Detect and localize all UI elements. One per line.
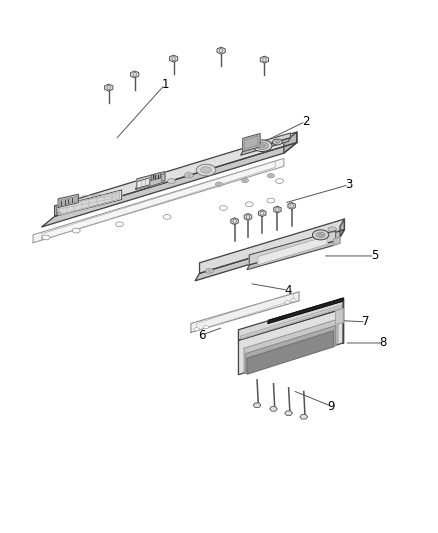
Ellipse shape [59, 213, 62, 214]
Polygon shape [238, 309, 343, 375]
Polygon shape [59, 191, 120, 215]
Ellipse shape [245, 202, 253, 207]
Ellipse shape [95, 200, 101, 205]
Ellipse shape [203, 326, 208, 329]
Ellipse shape [57, 212, 64, 215]
Polygon shape [238, 298, 343, 341]
Ellipse shape [291, 298, 296, 302]
Ellipse shape [253, 140, 272, 151]
Polygon shape [274, 206, 281, 213]
Polygon shape [258, 236, 327, 265]
Polygon shape [55, 132, 297, 216]
Ellipse shape [276, 179, 283, 183]
Polygon shape [200, 219, 344, 273]
Polygon shape [195, 230, 344, 281]
Polygon shape [150, 176, 162, 187]
Ellipse shape [208, 270, 211, 272]
Polygon shape [253, 403, 261, 408]
Polygon shape [268, 298, 343, 324]
Polygon shape [58, 194, 78, 207]
Polygon shape [288, 203, 295, 209]
Ellipse shape [60, 207, 67, 212]
Ellipse shape [275, 141, 279, 143]
Polygon shape [191, 292, 299, 333]
Text: 4: 4 [284, 284, 292, 297]
Ellipse shape [241, 179, 248, 183]
Polygon shape [33, 158, 284, 243]
Text: 1: 1 [161, 78, 169, 91]
Ellipse shape [256, 142, 268, 149]
Ellipse shape [259, 144, 265, 148]
Ellipse shape [272, 139, 282, 145]
Polygon shape [152, 174, 165, 184]
Polygon shape [246, 326, 336, 374]
Ellipse shape [163, 215, 171, 219]
Ellipse shape [201, 167, 212, 173]
Polygon shape [231, 217, 238, 224]
Polygon shape [137, 175, 161, 189]
Polygon shape [240, 138, 290, 155]
Polygon shape [340, 219, 344, 237]
Text: 7: 7 [362, 316, 370, 328]
Text: 3: 3 [345, 178, 353, 191]
Ellipse shape [312, 230, 329, 240]
Polygon shape [247, 241, 336, 270]
Ellipse shape [269, 175, 272, 177]
Text: 9: 9 [328, 400, 335, 413]
Text: 5: 5 [371, 249, 378, 262]
Polygon shape [243, 133, 290, 151]
Ellipse shape [196, 164, 216, 176]
Ellipse shape [268, 174, 274, 178]
Ellipse shape [184, 173, 193, 178]
Ellipse shape [318, 233, 323, 236]
Polygon shape [131, 71, 139, 78]
Polygon shape [258, 210, 266, 216]
Polygon shape [240, 305, 341, 339]
Text: 2: 2 [302, 115, 309, 128]
Ellipse shape [267, 198, 275, 203]
Ellipse shape [62, 208, 65, 211]
Polygon shape [244, 319, 338, 372]
Ellipse shape [328, 227, 337, 232]
Polygon shape [285, 411, 293, 415]
Text: 6: 6 [198, 328, 205, 342]
Ellipse shape [316, 232, 325, 238]
Polygon shape [243, 134, 260, 151]
Text: 8: 8 [380, 336, 387, 350]
Polygon shape [217, 47, 225, 54]
Polygon shape [249, 231, 336, 265]
Polygon shape [300, 415, 307, 419]
Polygon shape [170, 55, 178, 62]
Polygon shape [137, 172, 165, 185]
Ellipse shape [116, 222, 124, 227]
Polygon shape [334, 237, 340, 245]
Polygon shape [336, 309, 343, 325]
Ellipse shape [42, 235, 50, 240]
Ellipse shape [194, 328, 199, 331]
Ellipse shape [219, 206, 227, 211]
Ellipse shape [205, 268, 213, 273]
Polygon shape [59, 196, 77, 206]
Ellipse shape [218, 183, 220, 185]
Ellipse shape [168, 179, 175, 183]
Polygon shape [135, 178, 165, 190]
Ellipse shape [96, 202, 99, 204]
Ellipse shape [215, 182, 223, 187]
Polygon shape [244, 136, 258, 149]
Ellipse shape [285, 301, 290, 304]
Polygon shape [244, 214, 252, 220]
Ellipse shape [187, 174, 191, 176]
Ellipse shape [72, 228, 80, 233]
Polygon shape [284, 132, 297, 153]
Polygon shape [105, 84, 113, 91]
Polygon shape [57, 190, 122, 216]
Polygon shape [260, 56, 268, 63]
Polygon shape [247, 331, 334, 374]
Ellipse shape [244, 180, 247, 181]
Polygon shape [151, 173, 161, 181]
Polygon shape [270, 407, 277, 411]
Polygon shape [42, 142, 297, 227]
